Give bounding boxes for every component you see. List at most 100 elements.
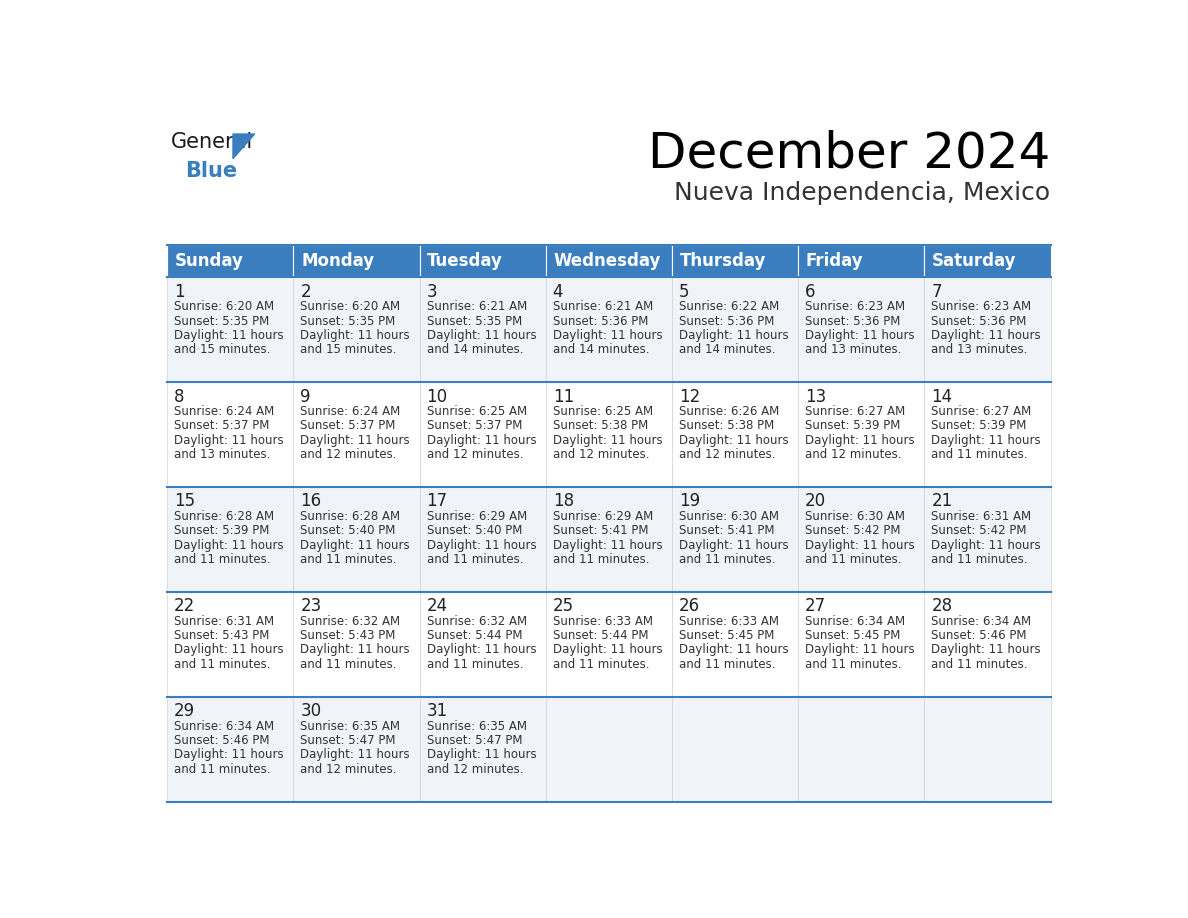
Bar (545, 487, 672, 592)
Text: 17: 17 (426, 492, 448, 510)
Text: and 11 minutes.: and 11 minutes. (805, 553, 902, 565)
Text: 16: 16 (301, 492, 322, 510)
Text: Daylight: 11 hours: Daylight: 11 hours (678, 539, 789, 552)
Bar (672, 487, 798, 592)
Text: 21: 21 (931, 492, 953, 510)
Text: and 11 minutes.: and 11 minutes. (552, 657, 649, 671)
Text: and 11 minutes.: and 11 minutes. (426, 657, 523, 671)
Text: and 13 minutes.: and 13 minutes. (931, 343, 1028, 356)
Bar (924, 487, 1050, 592)
Text: Sunset: 5:35 PM: Sunset: 5:35 PM (175, 315, 270, 328)
Text: Daylight: 11 hours: Daylight: 11 hours (552, 329, 663, 341)
Bar (293, 592, 419, 697)
Text: 14: 14 (931, 387, 953, 406)
Text: General: General (171, 131, 253, 151)
Text: and 12 minutes.: and 12 minutes. (301, 448, 397, 461)
Text: Sunrise: 6:34 AM: Sunrise: 6:34 AM (805, 615, 905, 628)
Text: Sunset: 5:37 PM: Sunset: 5:37 PM (301, 420, 396, 432)
Text: Daylight: 11 hours: Daylight: 11 hours (175, 433, 284, 447)
Text: 11: 11 (552, 387, 574, 406)
Text: Blue: Blue (185, 161, 238, 181)
Text: Wednesday: Wednesday (554, 252, 661, 270)
Text: Sunset: 5:43 PM: Sunset: 5:43 PM (175, 629, 270, 643)
Text: Daylight: 11 hours: Daylight: 11 hours (931, 539, 1041, 552)
Bar (168, 245, 293, 277)
Text: 20: 20 (805, 492, 827, 510)
Text: Daylight: 11 hours: Daylight: 11 hours (426, 644, 536, 656)
Bar (419, 277, 545, 382)
Text: and 11 minutes.: and 11 minutes. (301, 553, 397, 565)
Text: Sunrise: 6:33 AM: Sunrise: 6:33 AM (552, 615, 652, 628)
Text: 6: 6 (805, 283, 816, 300)
Text: 15: 15 (175, 492, 195, 510)
Text: Tuesday: Tuesday (428, 252, 504, 270)
Bar (798, 382, 924, 487)
Text: and 12 minutes.: and 12 minutes. (426, 763, 523, 776)
Bar (545, 592, 672, 697)
Bar (924, 382, 1050, 487)
Text: Sunrise: 6:26 AM: Sunrise: 6:26 AM (678, 405, 779, 419)
Text: Sunrise: 6:30 AM: Sunrise: 6:30 AM (678, 510, 779, 523)
Text: and 13 minutes.: and 13 minutes. (805, 343, 902, 356)
Text: Daylight: 11 hours: Daylight: 11 hours (678, 329, 789, 341)
Text: Sunrise: 6:30 AM: Sunrise: 6:30 AM (805, 510, 905, 523)
Text: Sunrise: 6:31 AM: Sunrise: 6:31 AM (931, 510, 1031, 523)
Text: Daylight: 11 hours: Daylight: 11 hours (301, 433, 410, 447)
Bar (672, 382, 798, 487)
Text: and 14 minutes.: and 14 minutes. (552, 343, 649, 356)
Text: Sunrise: 6:21 AM: Sunrise: 6:21 AM (552, 300, 653, 313)
Text: Sunset: 5:38 PM: Sunset: 5:38 PM (552, 420, 647, 432)
Text: and 12 minutes.: and 12 minutes. (552, 448, 649, 461)
Bar (545, 697, 672, 801)
Text: Daylight: 11 hours: Daylight: 11 hours (175, 329, 284, 341)
Bar (924, 592, 1050, 697)
Bar (419, 245, 545, 277)
Text: Sunrise: 6:21 AM: Sunrise: 6:21 AM (426, 300, 526, 313)
Text: Sunset: 5:42 PM: Sunset: 5:42 PM (931, 524, 1026, 537)
Text: Sunset: 5:36 PM: Sunset: 5:36 PM (678, 315, 775, 328)
Text: 13: 13 (805, 387, 827, 406)
Text: Sunset: 5:39 PM: Sunset: 5:39 PM (805, 420, 901, 432)
Bar (545, 382, 672, 487)
Bar (672, 592, 798, 697)
Text: Sunset: 5:45 PM: Sunset: 5:45 PM (805, 629, 901, 643)
Bar (419, 697, 545, 801)
Text: Sunrise: 6:34 AM: Sunrise: 6:34 AM (931, 615, 1031, 628)
Text: Daylight: 11 hours: Daylight: 11 hours (678, 433, 789, 447)
Text: Sunrise: 6:23 AM: Sunrise: 6:23 AM (931, 300, 1031, 313)
Text: and 12 minutes.: and 12 minutes. (301, 763, 397, 776)
Text: Sunset: 5:40 PM: Sunset: 5:40 PM (426, 524, 522, 537)
Text: Sunset: 5:35 PM: Sunset: 5:35 PM (426, 315, 522, 328)
Text: and 14 minutes.: and 14 minutes. (426, 343, 523, 356)
Text: 4: 4 (552, 283, 563, 300)
Text: 24: 24 (426, 598, 448, 615)
Text: Sunset: 5:43 PM: Sunset: 5:43 PM (301, 629, 396, 643)
Text: Daylight: 11 hours: Daylight: 11 hours (426, 748, 536, 761)
Bar (168, 592, 293, 697)
Text: Daylight: 11 hours: Daylight: 11 hours (175, 539, 284, 552)
Text: Daylight: 11 hours: Daylight: 11 hours (175, 644, 284, 656)
Bar (798, 697, 924, 801)
Text: Daylight: 11 hours: Daylight: 11 hours (552, 644, 663, 656)
Text: Thursday: Thursday (680, 252, 766, 270)
Text: 26: 26 (678, 598, 700, 615)
Text: Sunset: 5:37 PM: Sunset: 5:37 PM (426, 420, 522, 432)
Text: 22: 22 (175, 598, 195, 615)
Text: Daylight: 11 hours: Daylight: 11 hours (426, 433, 536, 447)
Bar (168, 487, 293, 592)
Text: 7: 7 (931, 283, 942, 300)
Text: Sunset: 5:36 PM: Sunset: 5:36 PM (931, 315, 1026, 328)
Text: Sunrise: 6:22 AM: Sunrise: 6:22 AM (678, 300, 779, 313)
Text: and 12 minutes.: and 12 minutes. (805, 448, 902, 461)
Text: and 11 minutes.: and 11 minutes. (805, 657, 902, 671)
Bar (924, 245, 1050, 277)
Text: Sunset: 5:41 PM: Sunset: 5:41 PM (552, 524, 649, 537)
Text: 27: 27 (805, 598, 827, 615)
Text: Saturday: Saturday (933, 252, 1017, 270)
Text: Sunset: 5:46 PM: Sunset: 5:46 PM (175, 734, 270, 747)
Text: and 15 minutes.: and 15 minutes. (301, 343, 397, 356)
Text: Sunset: 5:44 PM: Sunset: 5:44 PM (426, 629, 522, 643)
Text: 5: 5 (678, 283, 689, 300)
Text: Sunrise: 6:32 AM: Sunrise: 6:32 AM (426, 615, 526, 628)
Text: Sunset: 5:36 PM: Sunset: 5:36 PM (805, 315, 901, 328)
